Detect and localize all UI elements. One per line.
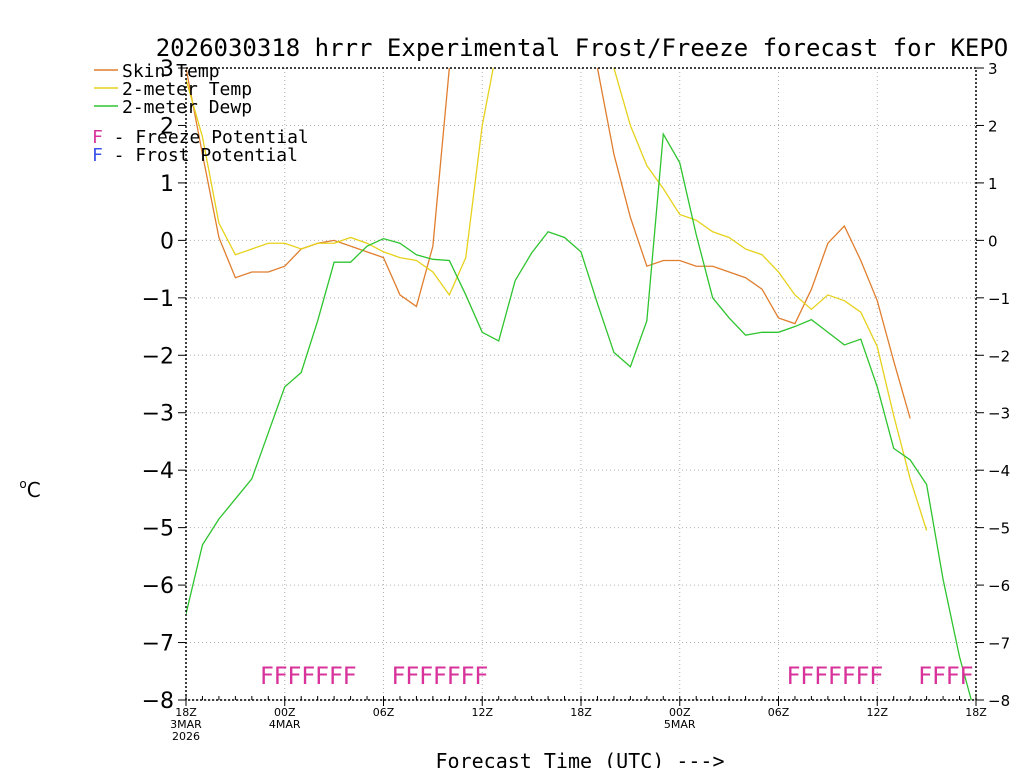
x-tick-label: 18Z [965,706,987,719]
x-tick-label: 5MAR [664,718,696,731]
y-tick-label-right: 1 [988,175,998,193]
potential-legend-text: - Freeze Potential [103,127,309,148]
y-tick-label-right: −5 [988,520,1010,538]
y-axis-label: oC [19,477,40,502]
y-axis-label-unit: C [27,478,41,502]
x-tick-label: 12Z [866,706,888,719]
y-tick-label-right: −3 [988,405,1010,423]
freeze-marker-group: FFFFFFF [260,662,357,690]
y-tick-label-left: −2 [142,344,174,369]
x-tick-label: 12Z [471,706,493,719]
y-tick-label-left: −4 [142,459,174,484]
potential-legend-letter: F [92,127,103,148]
y-tick-label-left: 3 [160,57,174,82]
x-tick-label: 2026 [172,730,200,743]
y-axis-label-sup: o [19,477,26,491]
y-tick-label-right: −6 [988,577,1010,595]
x-tick-label: 06Z [768,706,790,719]
legend-label: 2-meter Temp [122,79,252,100]
potential-legend-item: F - Frost Potential [92,145,298,166]
potential-legend-text: - Frost Potential [103,145,298,166]
series-2-meter-dewp [186,131,972,700]
y-tick-label-right: −7 [988,635,1010,653]
y-tick-label-left: −8 [142,689,174,714]
potential-legend-item: F - Freeze Potential [92,127,309,148]
y-tick-label-left: 0 [160,229,174,254]
freeze-markers: FFFFFFF FFFFFFF FFFFFFF FFFF [260,662,974,690]
y-tick-label-left: −5 [142,517,174,542]
legend-label: Skin Temp [122,61,220,82]
chart-title: 2026030318 hrrr Experimental Frost/Freez… [156,34,1009,62]
y-tick-label-left: 1 [160,172,174,197]
y-tick-label-right: −2 [988,347,1010,365]
x-tick-label: 06Z [373,706,395,719]
axes: 3 3 2 2 1 1 0 0 −1 −1 −2 −2 −3 −3 −4 −4 −5 −5 −6 −6 −7 −7 −8 −8… [142,57,1011,743]
series-2-meter-temp [186,68,928,531]
x-tick-label: 00Z [274,706,296,719]
potential-legend-letter: F [92,145,103,166]
x-tick-label: 3MAR [170,718,202,731]
x-tick-label: 00Z [669,706,691,719]
grid [186,67,976,701]
y-tick-label-left: −6 [142,574,174,599]
freeze-marker-group: FFFFFFF [787,662,884,690]
x-tick-label: 18Z [175,706,197,719]
y-tick-label-right: 2 [988,117,998,135]
x-tick-label: 4MAR [269,718,301,731]
freeze-marker-group: FFFFFFF [392,662,489,690]
y-tick-label-right: −4 [988,462,1010,480]
freeze-marker-group: FFFF [918,662,973,690]
y-tick-label-left: −1 [142,287,174,312]
y-tick-label-left: 2 [160,114,174,139]
y-tick-label-right: 0 [988,232,998,250]
plot-frame [185,67,977,701]
y-tick-label-left: −7 [142,632,174,657]
x-axis-label: Forecast Time (UTC) ---> [436,749,725,768]
y-tick-label-right: −1 [988,290,1010,308]
y-tick-label-left: −3 [142,402,174,427]
x-tick-label: 18Z [570,706,592,719]
y-tick-label-right: 3 [988,60,998,78]
legend-label: 2-meter Dewp [122,97,252,118]
series-lines [186,68,972,700]
y-tick-label-right: −8 [988,692,1010,710]
